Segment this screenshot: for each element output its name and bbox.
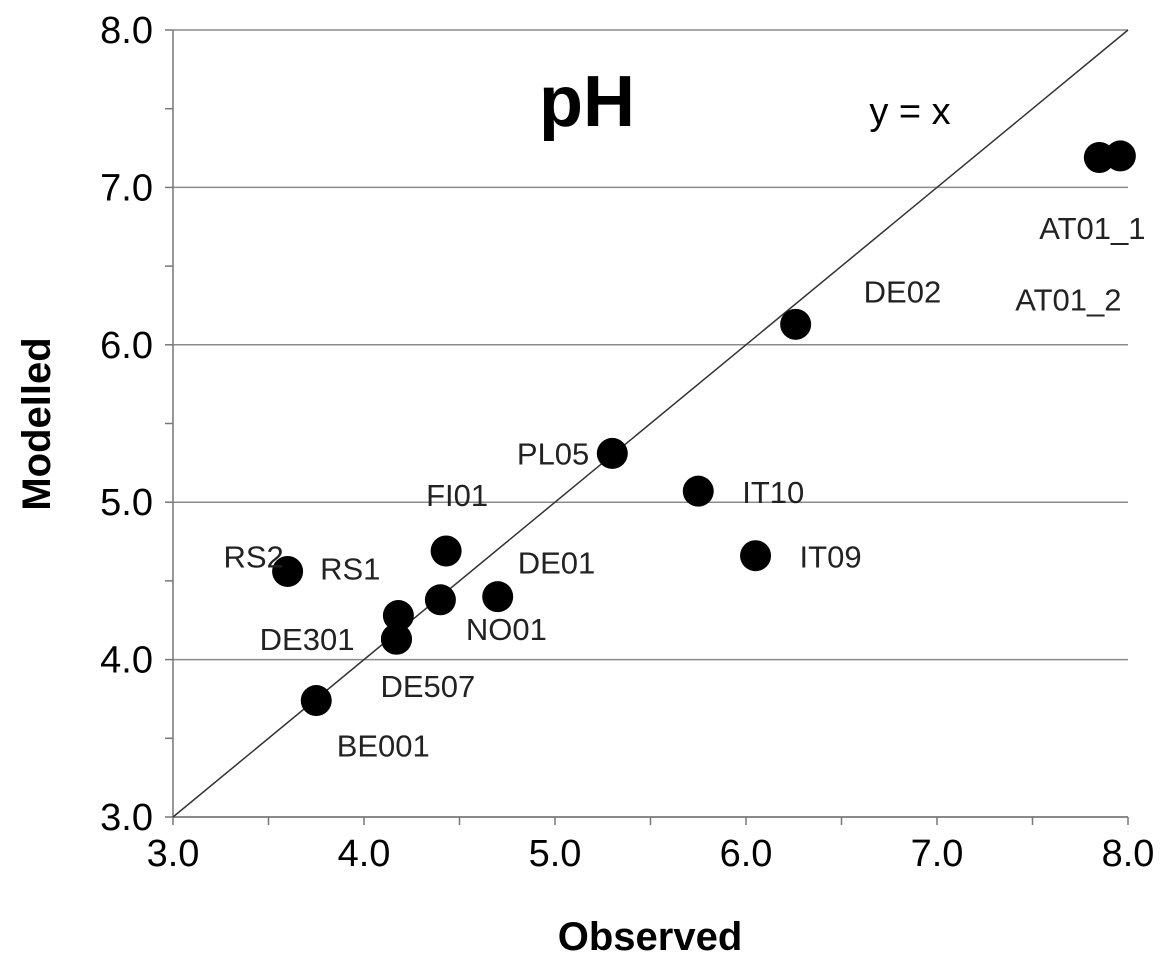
x-tick-label: 6.0 (720, 833, 773, 875)
point-DE507 (380, 623, 412, 655)
data-points (272, 140, 1136, 717)
point-DE02 (780, 308, 812, 340)
label-DE01: DE01 (518, 546, 596, 581)
label-DE301: DE301 (260, 622, 355, 657)
x-tick-label: 8.0 (1102, 833, 1155, 875)
tick-labels: 3.0 4.0 5.0 6.0 7.0 8.0 3.0 4.0 5.0 6.0 7.0 8.0 (100, 10, 1154, 875)
label-IT09: IT09 (800, 540, 862, 575)
label-PL05: PL05 (517, 436, 589, 471)
reference-line-label: y = x (869, 91, 950, 133)
label-AT01_1: AT01_1 (1039, 211, 1145, 246)
x-axis-title: Observed (558, 915, 743, 955)
y-tick-label: 8.0 (100, 10, 153, 52)
y-tick-label: 4.0 (100, 640, 153, 682)
y-axis-title: Modelled (15, 337, 59, 510)
identity-line (172, 29, 1129, 818)
point-NO01 (424, 584, 456, 616)
point-RS1 (382, 600, 414, 632)
x-tick-label: 5.0 (529, 833, 582, 875)
point-IT09 (740, 540, 772, 572)
axes (165, 29, 1129, 825)
y-tick-label: 7.0 (100, 167, 153, 209)
label-IT10: IT10 (742, 475, 804, 510)
point-FI01 (430, 535, 462, 567)
label-NO01: NO01 (466, 612, 547, 647)
label-AT01_2: AT01_2 (1015, 282, 1121, 317)
point-labels: RS2 BE001 RS1 DE301 DE507 FI01 NO01 DE01 PL05 IT1… (223, 211, 1145, 764)
label-DE507: DE507 (380, 669, 475, 704)
point-IT10 (682, 475, 714, 507)
point-PL05 (596, 437, 628, 469)
label-RS1: RS1 (320, 552, 380, 587)
y-tick-label: 5.0 (100, 482, 153, 524)
label-DE02: DE02 (864, 274, 942, 309)
point-BE001 (300, 685, 332, 717)
x-tick-label: 3.0 (147, 833, 200, 875)
label-BE001: BE001 (337, 729, 430, 764)
y-tick-label: 3.0 (100, 797, 153, 839)
point-DE01 (482, 581, 514, 613)
y-tick-label: 6.0 (100, 325, 153, 367)
label-RS2: RS2 (223, 539, 283, 574)
x-tick-label: 7.0 (911, 833, 964, 875)
chart-title: pH (539, 62, 635, 142)
label-FI01: FI01 (426, 478, 488, 513)
reference-line (172, 29, 1129, 818)
point-RS2 (272, 555, 304, 587)
x-tick-label: 4.0 (338, 833, 391, 875)
point-AT01_2 (1083, 141, 1115, 173)
